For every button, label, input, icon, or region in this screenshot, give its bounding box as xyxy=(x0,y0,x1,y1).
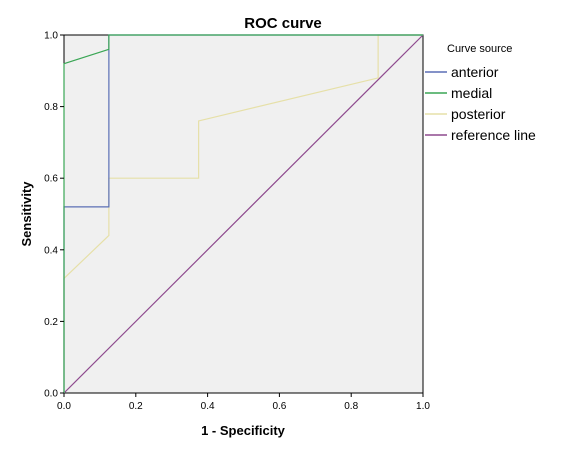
legend-label: medial xyxy=(451,85,492,101)
chart-title: ROC curve xyxy=(244,15,322,32)
series-line-medial xyxy=(63,34,423,393)
x-tick-label: 0.4 xyxy=(201,401,215,412)
series-line-posterior xyxy=(63,34,423,393)
x-tick-label: 1.0 xyxy=(416,401,430,412)
tick-layer: 0.0 0.2 0.4 0.6 0.8 1.0 0.0 0.2 0.4 0.6 0.8 1.0 xyxy=(44,31,430,413)
x-axis-label: 1 - Specificity xyxy=(201,423,286,438)
legend-label: reference line xyxy=(451,127,536,143)
y-tick-label: 0.0 xyxy=(44,389,58,400)
series-line-reference-line xyxy=(63,34,424,394)
y-tick-label: 0.2 xyxy=(44,317,58,328)
x-tick-label: 0.6 xyxy=(272,401,286,412)
legend-title: Curve source xyxy=(447,43,512,55)
y-tick-label: 0.4 xyxy=(44,245,58,256)
legend-label: anterior xyxy=(451,64,499,80)
x-tick-label: 0.2 xyxy=(129,401,143,412)
series-layer xyxy=(63,34,424,394)
legend: Curve source anterior medial posterior refe… xyxy=(425,43,536,143)
x-tick-label: 0.0 xyxy=(57,401,71,412)
y-tick-label: 1.0 xyxy=(44,31,58,42)
legend-label: posterior xyxy=(451,106,506,122)
y-tick-label: 0.8 xyxy=(44,102,58,113)
x-tick-label: 0.8 xyxy=(344,401,358,412)
y-axis-label: Sensitivity xyxy=(19,181,34,247)
y-tick-label: 0.6 xyxy=(44,174,58,185)
